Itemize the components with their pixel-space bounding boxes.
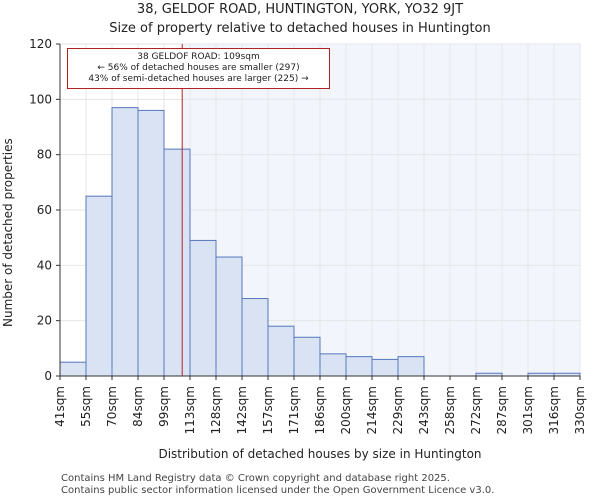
x-tick-label-272sqm: 272sqm [469, 386, 483, 434]
y-axis-label: Number of detached properties [1, 138, 15, 327]
x-tick-label-229sqm: 229sqm [391, 386, 405, 434]
y-tick-label-0: 0 [44, 369, 52, 383]
bar-99sqm [163, 148, 191, 377]
x-tick-label-99sqm: 99sqm [157, 386, 171, 427]
bar-84sqm [137, 109, 165, 377]
bar-186sqm [319, 353, 347, 377]
annotation-line-3: 43% of semi-detached houses are larger (… [88, 74, 309, 84]
x-tick-label-330sqm: 330sqm [573, 386, 587, 434]
annotation-line-1: 38 GELDOF ROAD: 109sqm [137, 52, 260, 62]
x-tick-label-128sqm: 128sqm [209, 386, 223, 434]
annotation-box: 38 GELDOF ROAD: 109sqm ← 56% of detached… [67, 48, 330, 89]
y-tick-label-4: 80 [37, 148, 52, 162]
bar-55sqm [85, 195, 113, 377]
x-tick-label-316sqm: 316sqm [547, 386, 561, 434]
x-tick-label-200sqm: 200sqm [339, 386, 353, 434]
x-tick-label-258sqm: 258sqm [443, 386, 457, 434]
bar-70sqm [111, 107, 139, 377]
x-axis-label: Distribution of detached houses by size … [158, 447, 482, 461]
x-tick-label-301sqm: 301sqm [521, 386, 535, 434]
bar-113sqm [189, 239, 217, 377]
chart-title: 38, GELDOF ROAD, HUNTINGTON, YORK, YO32 … [136, 2, 464, 17]
x-tick-label-142sqm: 142sqm [235, 386, 249, 434]
y-tick-label-6: 120 [29, 37, 52, 51]
x-tick-label-186sqm: 186sqm [313, 386, 327, 434]
y-tick-label-2: 40 [37, 258, 52, 272]
bar-200sqm [345, 356, 373, 377]
y-tick-label-1: 20 [37, 314, 52, 328]
annotation-line-2: ← 56% of detached houses are smaller (29… [97, 63, 300, 73]
bar-128sqm [215, 256, 243, 377]
x-tick-label-113sqm: 113sqm [183, 386, 197, 434]
bar-229sqm [397, 356, 425, 377]
x-tick-label-84sqm: 84sqm [131, 386, 145, 427]
x-tick-label-70sqm: 70sqm [105, 386, 119, 427]
x-tick-label-287sqm: 287sqm [495, 386, 509, 434]
footer-line-2: Contains public sector information licen… [61, 485, 495, 496]
x-tick-label-243sqm: 243sqm [417, 386, 431, 434]
x-tick-label-171sqm: 171sqm [287, 386, 301, 434]
bar-41sqm [59, 361, 87, 377]
chart-subtitle: Size of property relative to detached ho… [109, 21, 491, 36]
bar-214sqm [371, 358, 399, 377]
bar-142sqm [241, 298, 269, 377]
y-tick-label-5: 100 [29, 92, 52, 106]
footer-line-1: Contains HM Land Registry data © Crown c… [61, 473, 450, 484]
y-tick-label-3: 60 [37, 203, 52, 217]
x-tick-label-157sqm: 157sqm [261, 386, 275, 434]
x-tick-label-214sqm: 214sqm [365, 386, 379, 434]
bar-157sqm [267, 325, 295, 377]
bar-171sqm [293, 336, 321, 377]
x-tick-label-41sqm: 41sqm [53, 386, 67, 427]
x-tick-label-55sqm: 55sqm [79, 386, 93, 427]
